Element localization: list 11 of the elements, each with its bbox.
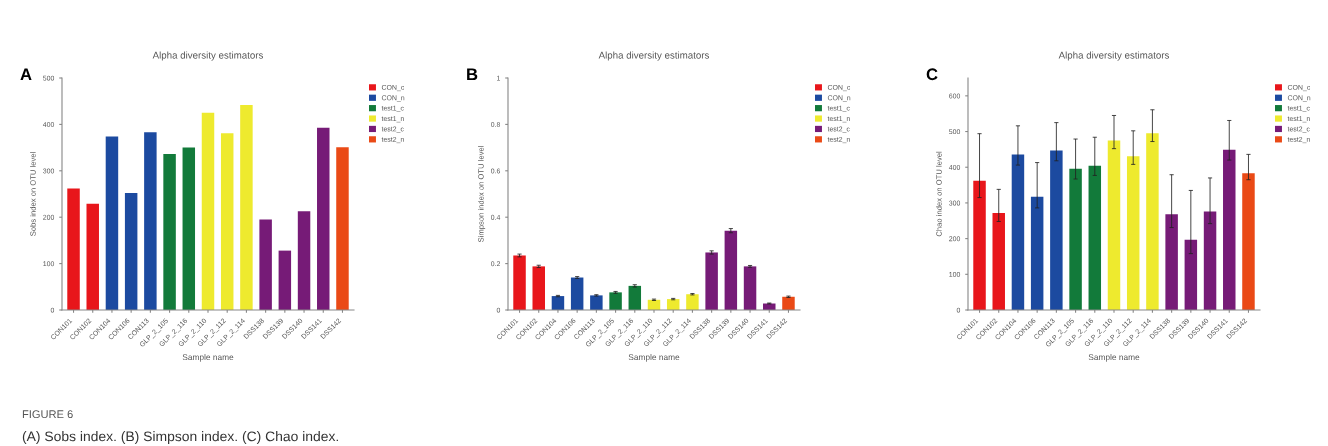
text: B <box>467 68 478 80</box>
x-axis-title: Sample name <box>1088 353 1140 362</box>
chart-title: Alpha diversity estimators <box>152 51 264 61</box>
x-axis-title: Sample name <box>628 353 680 362</box>
x-axis-title: Sample name <box>182 353 234 362</box>
text: A <box>20 68 32 80</box>
text: C <box>926 68 938 81</box>
chart-title: Alpha diversity estimators <box>1058 51 1170 61</box>
chart-title: Alpha diversity estimators <box>598 51 710 61</box>
caption: FIGURE 6 <box>22 410 73 419</box>
text: (A) Sobs index. (B) Simpson index. (C) Chao index. <box>22 431 338 444</box>
